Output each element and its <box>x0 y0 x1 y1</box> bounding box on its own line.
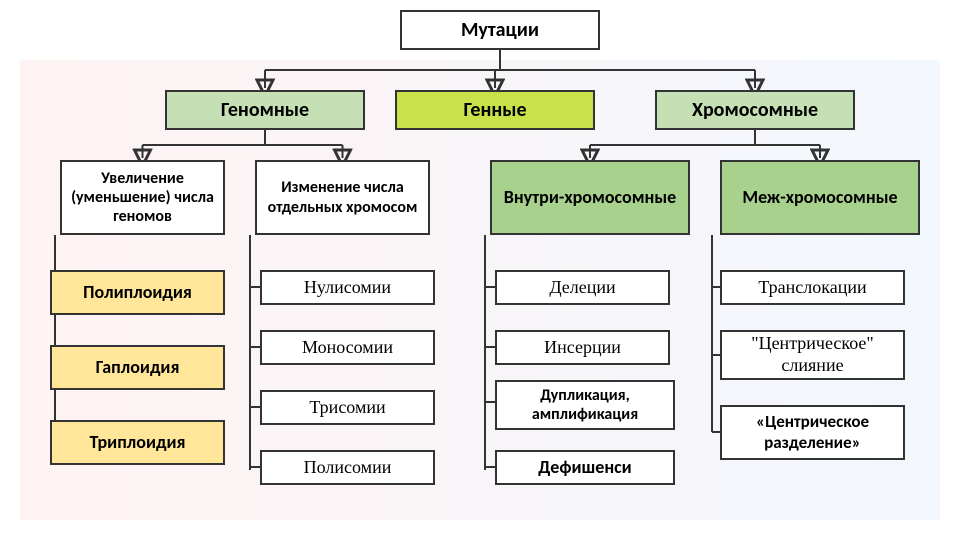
node-c2c: Трисомии <box>260 390 435 425</box>
node-c3c: Дупликация, амплификация <box>495 380 675 430</box>
node-c3d: Дефишенси <box>495 450 675 485</box>
node-l2c: Внутри-хромосомные <box>490 160 690 235</box>
node-root: Мутации <box>400 10 600 50</box>
node-c3b: Инсерции <box>495 330 670 365</box>
node-l1b: Генные <box>395 90 595 130</box>
node-c4a: Транслокации <box>720 270 905 305</box>
node-c2d: Полисомии <box>260 450 435 485</box>
node-l2d: Меж-хромосомные <box>720 160 920 235</box>
node-c1a: Полиплоидия <box>50 270 225 315</box>
diagram-container: Мутации Геномные Генные Хромосомные Увеличен… <box>0 0 960 540</box>
node-l2b: Изменение числа отдельных хромосом <box>255 160 430 235</box>
node-l1c: Хромосомные <box>655 90 855 130</box>
node-l1a: Геномные <box>165 90 365 130</box>
node-c2b: Моносомии <box>260 330 435 365</box>
node-c1b: Гаплоидия <box>50 345 225 390</box>
node-c2a: Нулисомии <box>260 270 435 305</box>
node-l2a: Увеличение (уменьшение) числа геномов <box>60 160 225 235</box>
node-c3a: Делеции <box>495 270 670 305</box>
node-c4b: "Центрическое" слияние <box>720 330 905 380</box>
node-c1c: Триплоидия <box>50 420 225 465</box>
node-c4c: «Центрическое разделение» <box>720 405 905 460</box>
